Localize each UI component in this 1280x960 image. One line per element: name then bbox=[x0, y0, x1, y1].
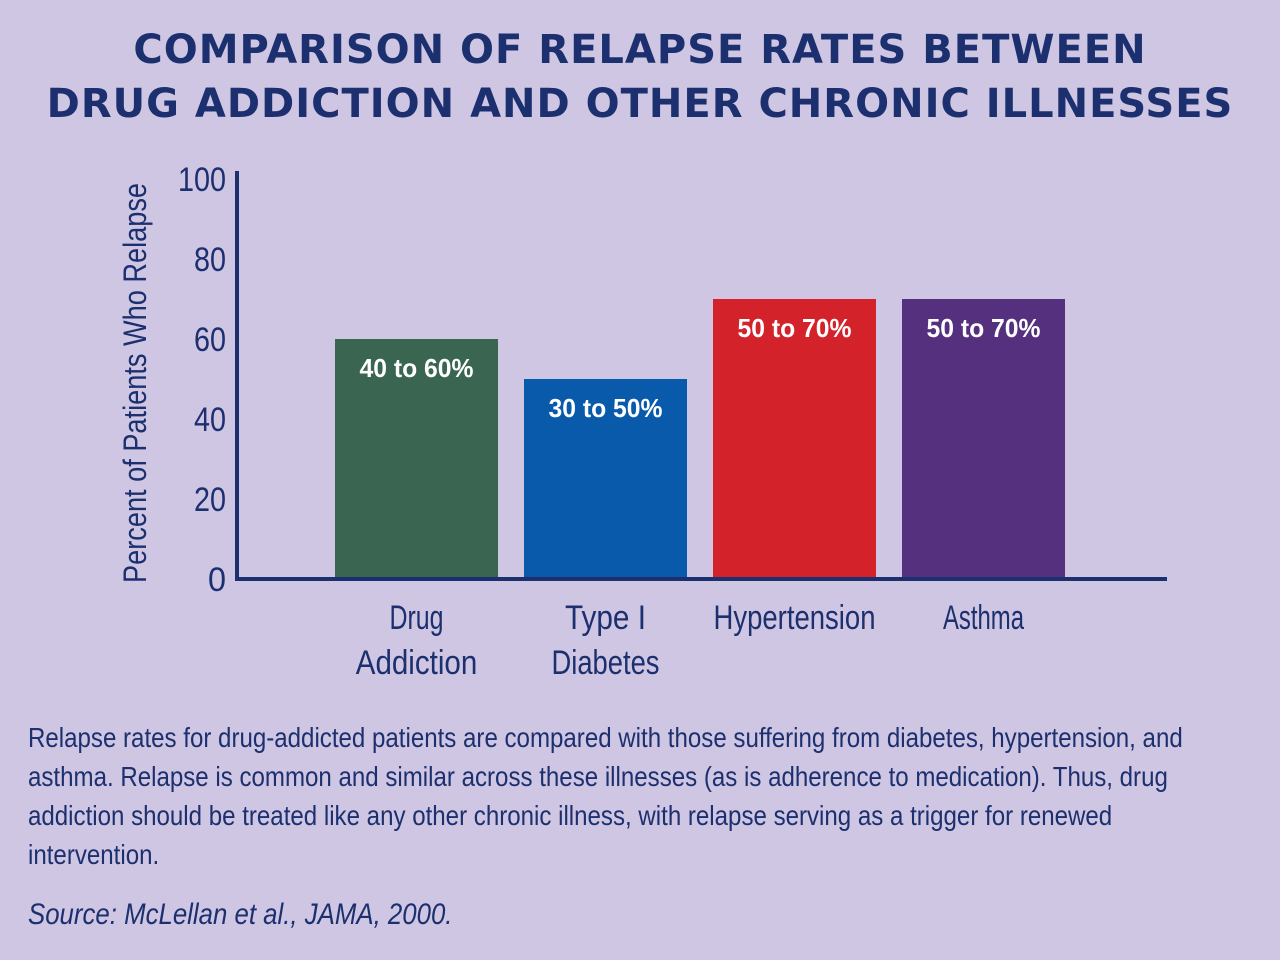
caption-text: Relapse rates for drug-addicted patients… bbox=[28, 722, 1183, 870]
x-category-label: Type I bbox=[565, 599, 646, 637]
x-category-label: Addiction bbox=[356, 644, 478, 682]
x-axis-labels: Drug Addiction Type I Diabetes Hypertension A… bbox=[356, 599, 1024, 682]
x-category-label: Diabetes bbox=[552, 644, 660, 682]
bar-data-label: 50 to 70% bbox=[927, 313, 1041, 343]
bar bbox=[524, 379, 687, 579]
y-axis-title: Percent of Patients Who Relapse bbox=[117, 183, 153, 583]
y-tick-label: 100 bbox=[178, 161, 226, 199]
chart-title-line2: DRUG ADDICTION AND OTHER CHRONIC ILLNESS… bbox=[46, 81, 1234, 127]
y-tick-label: 0 bbox=[208, 561, 226, 599]
y-tick-label: 80 bbox=[194, 241, 226, 279]
y-tick-label: 60 bbox=[194, 321, 226, 359]
bars bbox=[335, 299, 1065, 579]
source-citation: Source: McLellan et al., JAMA, 2000. bbox=[28, 898, 453, 931]
y-axis-ticks: 0 20 40 60 80 100 bbox=[178, 161, 226, 599]
x-category-label: Drug bbox=[390, 599, 444, 637]
bar-data-label: 30 to 50% bbox=[549, 393, 663, 423]
y-tick-label: 40 bbox=[194, 401, 226, 439]
bar-data-labels: 40 to 60% 30 to 50% 50 to 70% 50 to 70% bbox=[360, 313, 1041, 423]
bar bbox=[902, 299, 1065, 579]
bar-data-label: 50 to 70% bbox=[738, 313, 852, 343]
bar bbox=[713, 299, 876, 579]
y-tick-label: 20 bbox=[194, 481, 226, 519]
x-category-label: Hypertension bbox=[714, 599, 876, 637]
bar-chart: 0 20 40 60 80 100 40 to 60% 30 to 50% 50 to 70%… bbox=[117, 161, 1167, 682]
x-category-label: Asthma bbox=[943, 599, 1024, 637]
bar-data-label: 40 to 60% bbox=[360, 353, 474, 383]
chart-title-line1: COMPARISON OF RELAPSE RATES BETWEEN bbox=[133, 27, 1147, 73]
bar bbox=[335, 339, 498, 579]
